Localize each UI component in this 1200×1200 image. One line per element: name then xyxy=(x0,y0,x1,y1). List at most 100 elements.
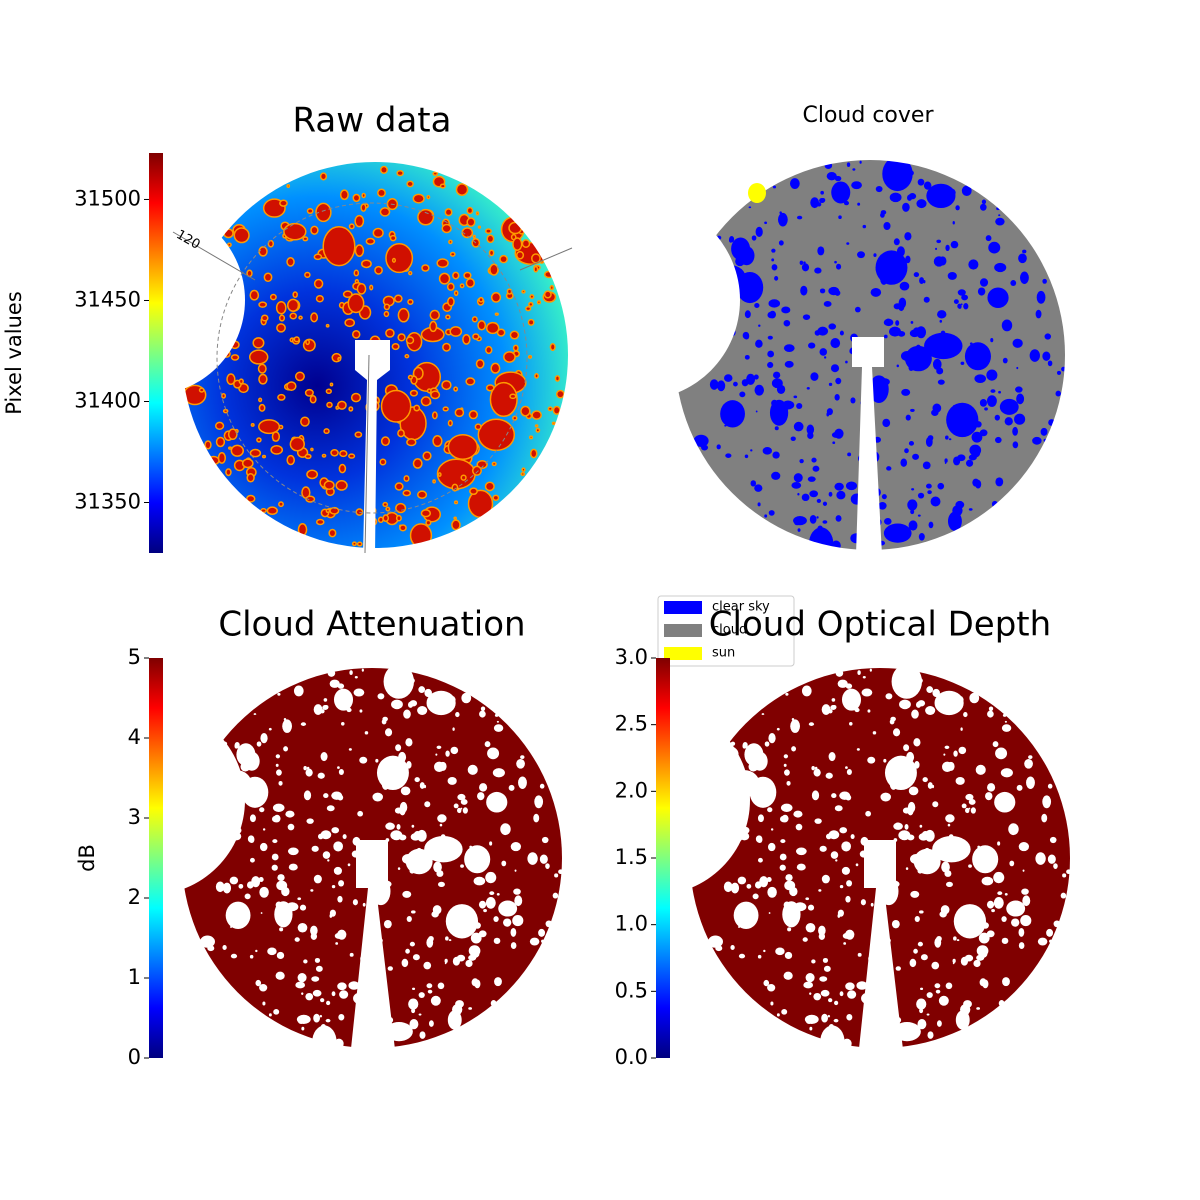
cloud-gap xyxy=(315,202,332,223)
cloud-gap xyxy=(767,807,773,813)
cloud-gap xyxy=(314,957,321,963)
cloud-gap xyxy=(834,394,840,401)
cloud-gap xyxy=(448,841,455,851)
cloud-gap xyxy=(893,303,901,310)
cloud-gap xyxy=(940,905,950,915)
cloud-gap xyxy=(867,489,871,493)
cloud-gap xyxy=(742,741,748,749)
cloud-gap xyxy=(295,981,306,989)
cloud-gap xyxy=(896,246,905,257)
cloud-gap xyxy=(466,217,476,227)
cloud-gap xyxy=(447,776,457,785)
cloud-gap xyxy=(478,930,487,938)
cloud-gap xyxy=(357,810,364,817)
cloud-gap xyxy=(824,161,833,169)
cloud-gap xyxy=(297,973,307,983)
cloud-gap xyxy=(811,457,817,463)
cloud-gap xyxy=(391,699,403,710)
cloud-gap xyxy=(784,951,793,960)
cloud-gap xyxy=(923,296,930,303)
cloud-gap xyxy=(749,776,777,808)
cloud-gap xyxy=(926,183,956,209)
cloud-gap xyxy=(238,378,244,385)
cloud-gap xyxy=(234,741,240,749)
cloud-gap xyxy=(457,793,466,801)
cloud-gap xyxy=(333,688,354,711)
cloud-gap xyxy=(1029,349,1040,362)
cloud-gap xyxy=(988,706,994,712)
cloud-gap xyxy=(385,506,391,512)
cloud-gap xyxy=(957,419,967,429)
cloud-gap xyxy=(925,706,936,715)
cloud-gap xyxy=(439,183,446,189)
cloud-gap xyxy=(322,704,329,711)
cloud-gap xyxy=(754,484,763,492)
cloud-gap xyxy=(529,937,540,946)
cloud-gap xyxy=(456,852,459,855)
cloud-gap xyxy=(917,514,921,517)
cloud-gap xyxy=(433,861,442,873)
cloud-gap xyxy=(395,514,402,522)
cloud-gap xyxy=(790,178,800,189)
cloud-gap xyxy=(493,916,499,922)
cloud-gap xyxy=(256,741,262,747)
cloud-gap xyxy=(326,805,335,812)
cloud-gap xyxy=(506,288,513,295)
cloud-gap xyxy=(819,198,825,204)
cloud-gap xyxy=(279,927,284,932)
cloud-gap xyxy=(335,405,340,410)
cloud-gap xyxy=(349,952,354,957)
cloud-gap xyxy=(231,826,236,832)
cloud-gap xyxy=(994,414,1001,421)
cloud-gap xyxy=(306,766,310,770)
cloud-gap xyxy=(320,1024,327,1031)
cloud-gap xyxy=(436,745,442,750)
cloud-gap xyxy=(772,371,781,379)
cloud-gap xyxy=(819,348,828,356)
cloud-gap xyxy=(991,500,998,508)
legend-label: cloud xyxy=(712,623,747,638)
cloud-gap xyxy=(908,520,918,531)
cloud-gap xyxy=(1022,895,1031,907)
cloud-gap xyxy=(485,321,500,335)
cloud-gap xyxy=(917,941,923,947)
cloud-gap xyxy=(442,406,449,412)
cloud-gap xyxy=(916,998,927,1010)
cloud-gap xyxy=(310,925,318,936)
cloud-gap xyxy=(875,185,883,193)
cloud-gap xyxy=(452,956,461,966)
cloud-gap xyxy=(753,374,759,380)
cloud-gap xyxy=(818,889,822,892)
cloud-gap xyxy=(470,949,480,958)
cloud-gap xyxy=(323,480,335,491)
cloud-gap xyxy=(799,459,804,464)
cloud-gap xyxy=(779,815,788,823)
cloud-gap xyxy=(716,235,722,240)
cloud-gap xyxy=(267,947,277,956)
cloud-gap xyxy=(483,909,487,913)
cloud-gap xyxy=(490,999,497,1007)
cloud-gap xyxy=(937,379,945,385)
cloud-gap xyxy=(751,751,768,771)
cloud-gap xyxy=(468,1007,473,1010)
cloud-gap xyxy=(1037,937,1048,946)
cloud-gap xyxy=(845,929,855,940)
cloud-gap xyxy=(306,469,319,480)
cloud-gap xyxy=(867,756,876,764)
cloud-gap xyxy=(880,792,892,802)
cloud-gap xyxy=(492,768,505,778)
cloud-gap xyxy=(915,344,921,351)
cloud-gap xyxy=(947,271,957,280)
cloud-gap xyxy=(828,382,833,387)
cloud-gap xyxy=(1018,927,1025,937)
cloud-gap xyxy=(912,327,921,336)
cloud-gap xyxy=(1053,920,1061,928)
cloud-gap xyxy=(839,827,848,834)
cloud-gap xyxy=(806,386,810,390)
cloud-gap xyxy=(893,1021,921,1042)
cloud-gap xyxy=(372,792,384,802)
cloud-gap xyxy=(455,183,469,196)
cloud-gap xyxy=(813,768,821,777)
cloud-gap xyxy=(820,190,824,195)
cloud-gap xyxy=(692,285,705,295)
